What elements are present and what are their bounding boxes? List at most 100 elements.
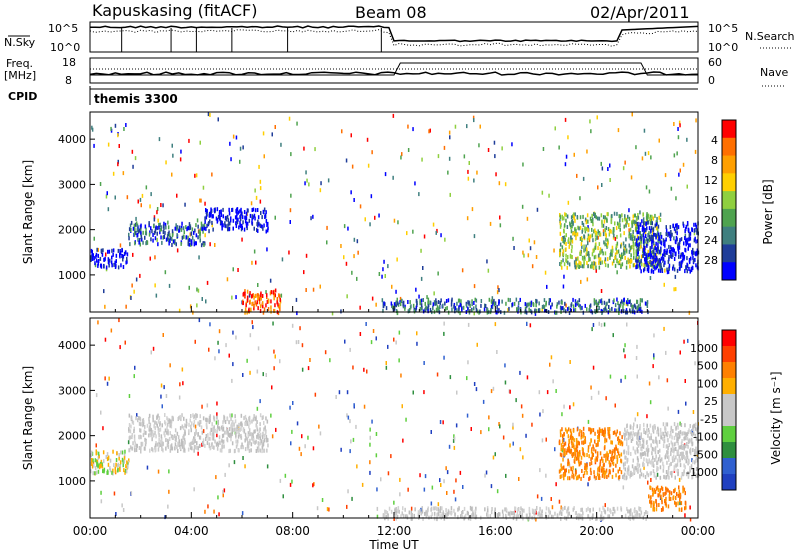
power-cell <box>639 298 642 303</box>
power-cell <box>685 265 687 270</box>
velocity-cell <box>307 435 309 440</box>
velocity-cell <box>266 438 268 443</box>
power-cell <box>562 306 564 311</box>
power-cell <box>382 267 384 272</box>
velocity-cell <box>694 433 697 438</box>
freq-label-line1: Freq. <box>6 57 33 70</box>
power-cell <box>661 267 663 272</box>
velocity-cell <box>607 453 609 458</box>
velocity-cell <box>552 514 554 519</box>
power-cell <box>655 241 657 246</box>
power-cell <box>232 134 235 139</box>
power-cell <box>259 304 262 309</box>
power-cell <box>476 309 479 314</box>
power-cell <box>650 269 653 274</box>
velocity-cell <box>631 437 634 441</box>
power-cell <box>671 232 673 237</box>
velocity-cell <box>244 432 247 437</box>
velocity-cell <box>649 423 652 428</box>
power-cell <box>568 241 571 246</box>
power-cell <box>204 216 206 221</box>
power-cell <box>421 306 423 311</box>
power-cell <box>476 170 478 175</box>
power-cell <box>652 259 655 264</box>
power-cell <box>647 233 649 237</box>
velocity-cell <box>583 433 585 438</box>
power-cell <box>457 298 460 303</box>
power-cell <box>186 227 188 232</box>
power-cell <box>665 237 667 242</box>
velocity-cell <box>650 433 652 438</box>
velocity-cell <box>416 331 418 336</box>
velocity-cell <box>195 430 197 435</box>
velocity-cell <box>450 506 453 511</box>
power-cell <box>126 257 128 261</box>
power-cell <box>133 232 136 237</box>
power-cell <box>175 223 177 228</box>
nsky-panel <box>89 21 699 53</box>
power-cell <box>689 236 692 241</box>
power-cell <box>203 243 205 247</box>
velocity-cell <box>578 460 580 465</box>
power-cell <box>351 164 354 169</box>
power-cell <box>577 264 580 269</box>
velocity-cell <box>133 426 135 431</box>
velocity-cell <box>667 472 669 477</box>
power-cell <box>650 262 652 267</box>
power-cell <box>412 303 415 308</box>
power-cell <box>594 245 596 250</box>
power-cell <box>561 245 564 250</box>
power-cell <box>158 137 161 142</box>
velocity-cell <box>218 512 220 517</box>
velocity-cell <box>653 333 655 338</box>
velocity-cell <box>679 458 681 463</box>
power-cell <box>261 294 264 298</box>
velocity-cell <box>129 445 132 450</box>
power-cell <box>691 266 694 271</box>
power-cell <box>654 252 657 257</box>
velocity-cell <box>190 424 192 429</box>
velocity-cell <box>644 430 647 435</box>
velocity-cell <box>160 383 163 388</box>
velocity-cell <box>634 465 636 470</box>
power-cell <box>466 216 469 221</box>
power-cell <box>541 307 543 312</box>
velocity-cell <box>605 396 607 401</box>
velocity-cell <box>255 449 258 453</box>
velocity-cell <box>492 386 495 391</box>
velocity-cell <box>580 435 582 440</box>
velocity-cell <box>684 491 686 496</box>
velocity-cell <box>237 448 240 453</box>
power-cell <box>152 238 154 243</box>
velocity-cell <box>681 446 683 450</box>
power-cell <box>319 188 322 193</box>
power-cell <box>397 220 399 225</box>
velocity-cell <box>385 365 388 370</box>
velocity-cell <box>636 412 639 417</box>
power-cell <box>528 302 530 307</box>
power-cell <box>522 250 524 255</box>
power-cell <box>99 182 102 186</box>
velocity-cell <box>251 419 253 424</box>
velocity-cell <box>657 450 659 454</box>
power-cell <box>604 228 606 233</box>
velocity-cell <box>207 436 209 441</box>
power-cell <box>259 199 262 204</box>
velocity-cell <box>626 437 628 442</box>
velocity-cell <box>633 469 636 474</box>
velocity-cell <box>169 419 172 424</box>
velocity-cell <box>475 387 478 392</box>
velocity-cell <box>679 350 681 355</box>
power-cell <box>578 260 580 265</box>
velocity-cell <box>665 490 667 495</box>
power-cell <box>271 132 273 137</box>
power-cell <box>688 260 691 265</box>
power-cell <box>162 235 164 240</box>
velocity-cell <box>138 446 141 450</box>
power-cell <box>277 302 279 307</box>
velocity-colorbar-segment <box>722 346 736 363</box>
velocity-cell <box>634 417 636 422</box>
power-cell <box>600 161 602 166</box>
power-cell <box>569 253 572 258</box>
power-cell <box>687 243 690 248</box>
